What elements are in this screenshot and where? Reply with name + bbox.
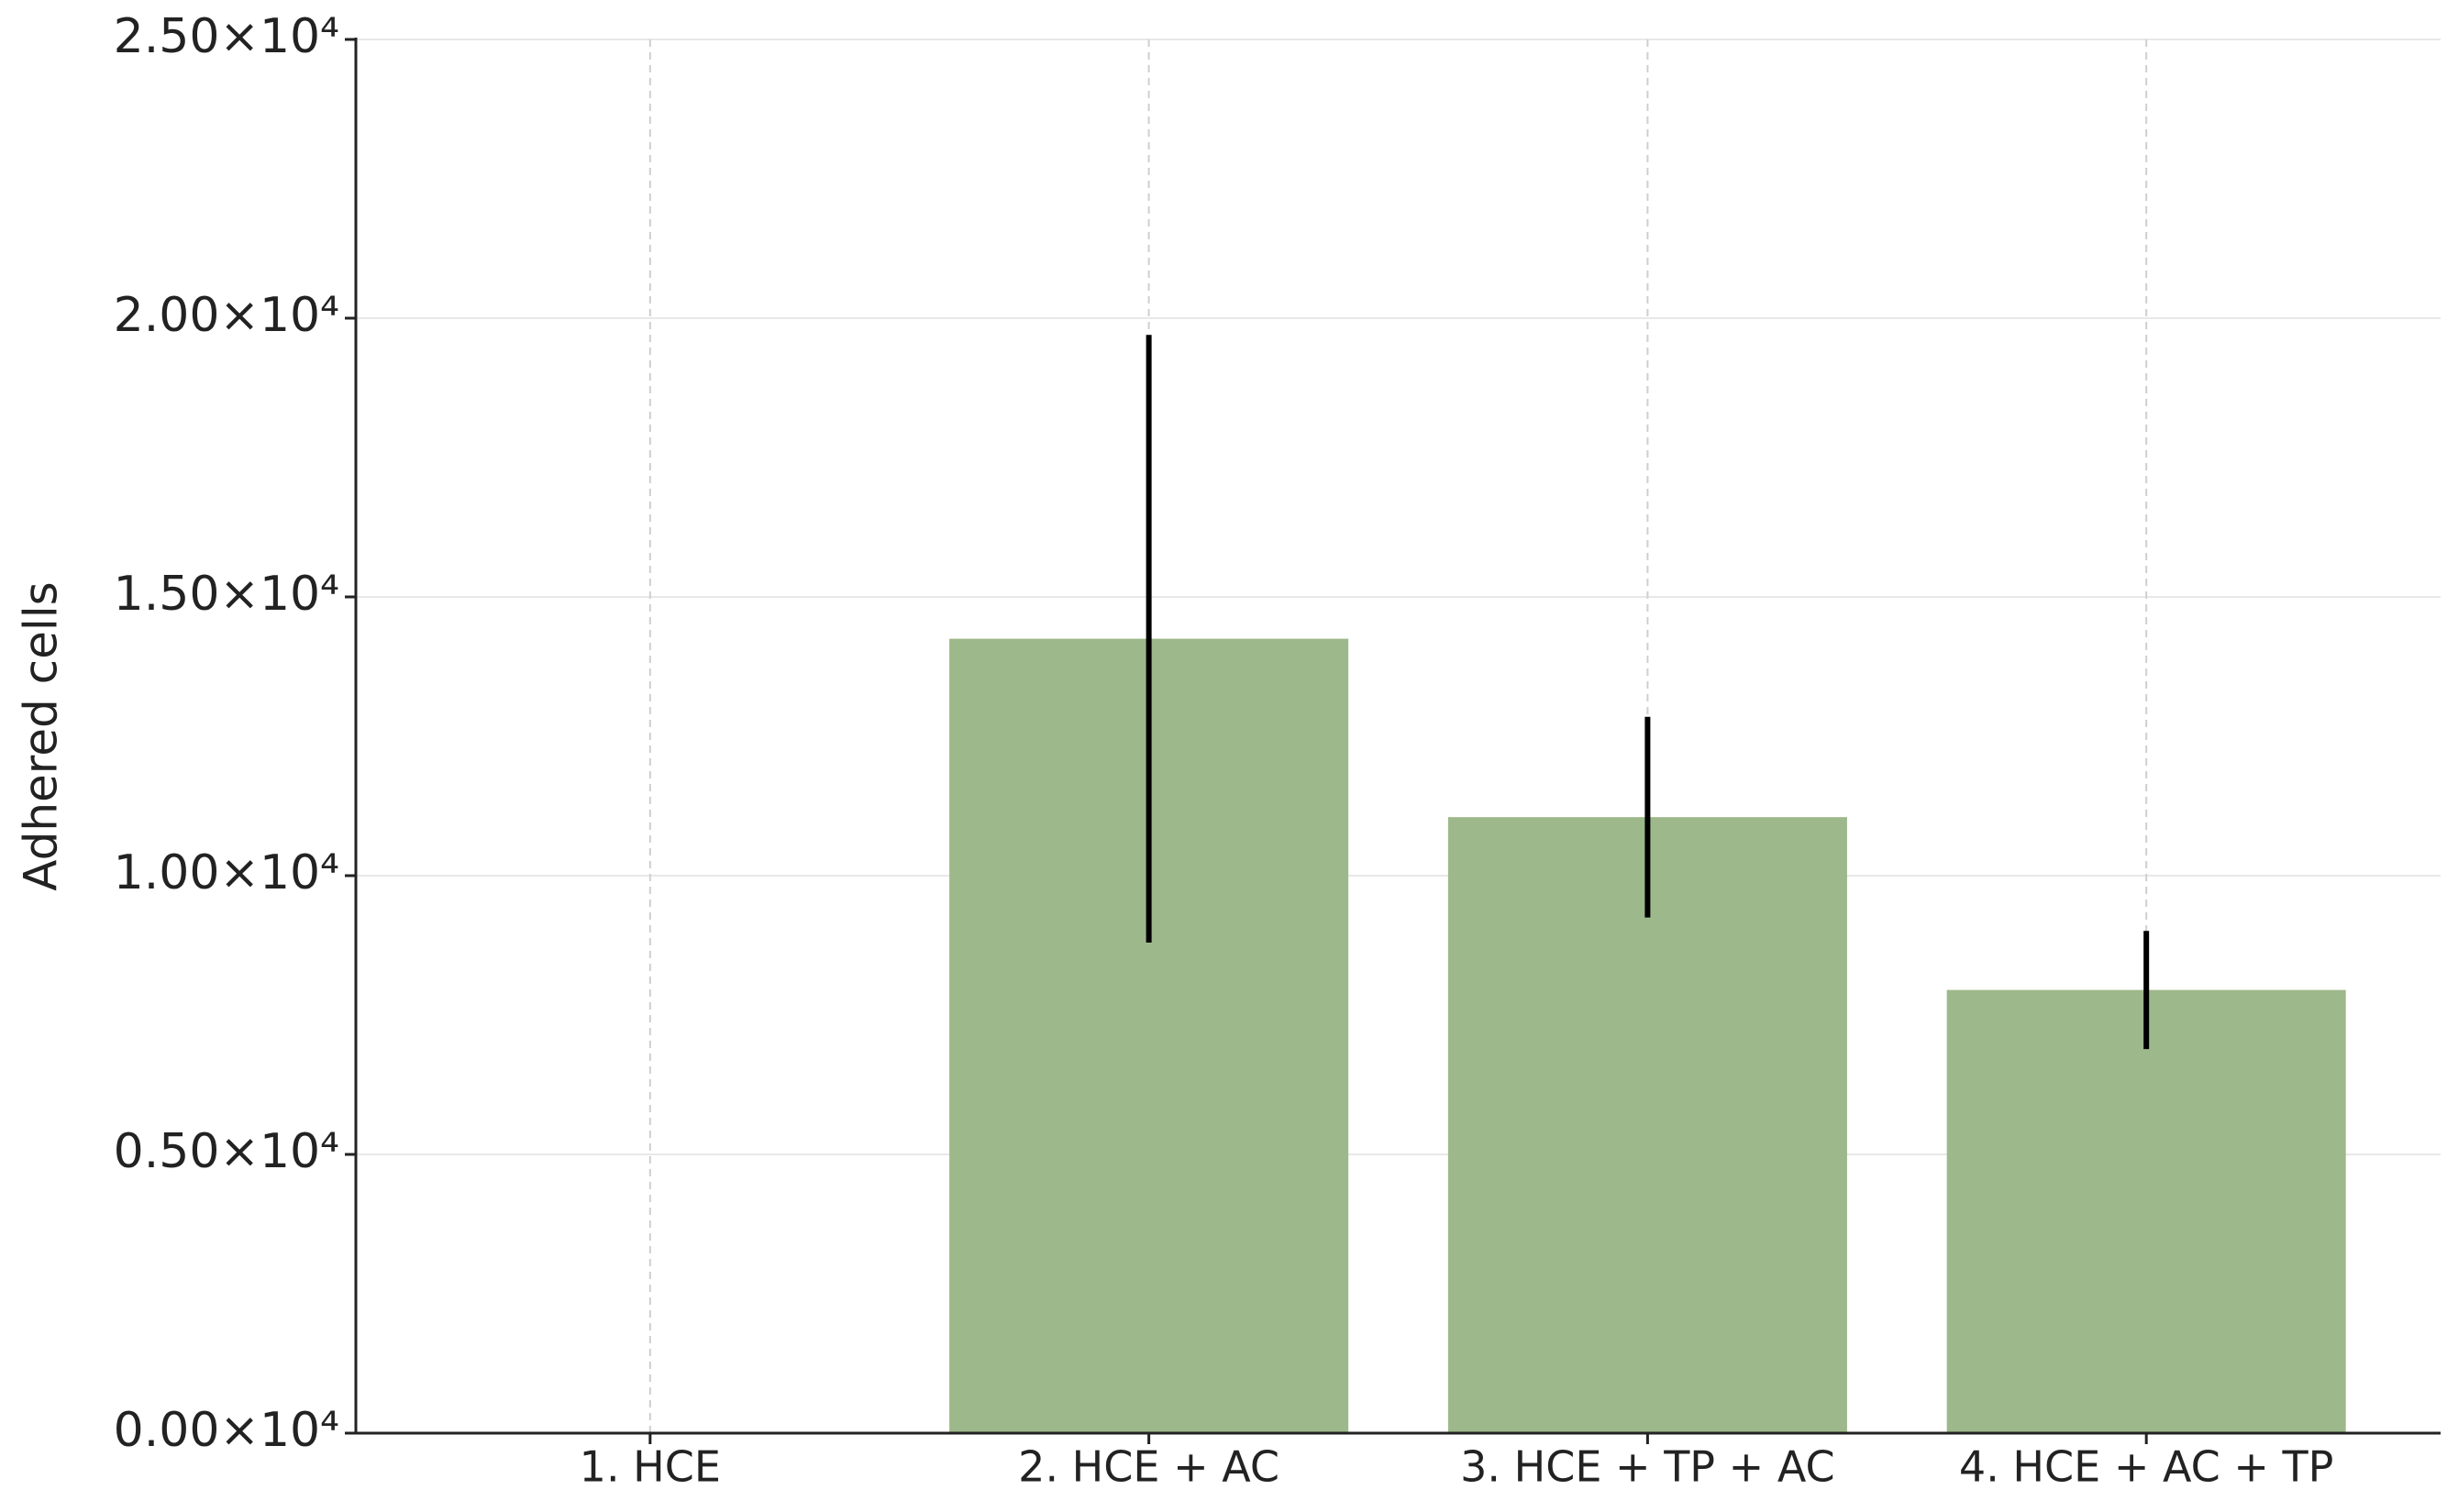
- y-tick-label: 2.50×10⁴: [114, 9, 339, 64]
- x-tick-label: 2. HCE + AC: [1018, 1442, 1279, 1492]
- y-tick-label: 1.00×10⁴: [114, 845, 339, 900]
- y-axis-label: Adhered cells: [15, 581, 68, 890]
- y-tick-label: 0.50×10⁴: [114, 1124, 339, 1179]
- bar: [1946, 989, 2346, 1433]
- x-tick-label: 4. HCE + AC + TP: [1959, 1442, 2333, 1492]
- bar: [1447, 817, 1847, 1433]
- y-tick-label: 0.00×10⁴: [114, 1403, 339, 1458]
- y-tick-label: 1.50×10⁴: [114, 567, 339, 622]
- x-tick-label: 3. HCE + TP + AC: [1460, 1442, 1834, 1492]
- x-tick-label: 1. HCE: [580, 1442, 721, 1492]
- y-tick-label: 2.00×10⁴: [114, 288, 339, 343]
